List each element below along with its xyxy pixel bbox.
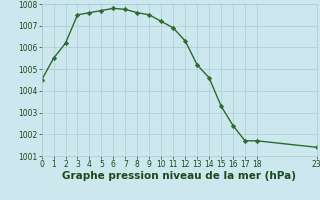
X-axis label: Graphe pression niveau de la mer (hPa): Graphe pression niveau de la mer (hPa): [62, 171, 296, 181]
